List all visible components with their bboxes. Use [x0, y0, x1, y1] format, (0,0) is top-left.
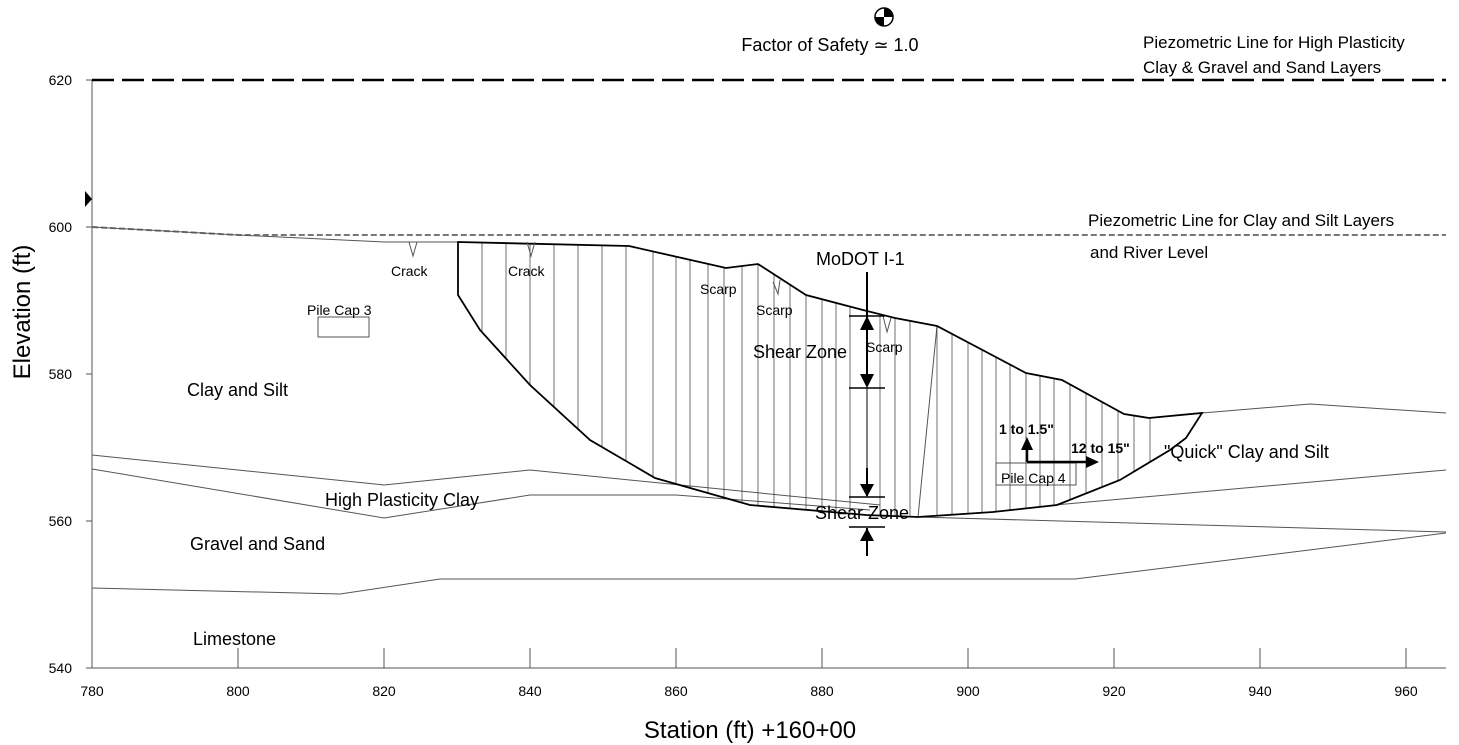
ground-surface-toe	[1201, 403, 1447, 414]
piezometric-label-high-1: Piezometric Line for High Plasticity	[1143, 33, 1405, 52]
modot-boring-label: MoDOT I-1	[816, 249, 905, 269]
vertical-movement-label: 1 to 1.5"	[999, 421, 1054, 437]
horizontal-movement-label: 12 to 15"	[1071, 440, 1130, 456]
pile-cap-3-label: Pile Cap 3	[307, 302, 372, 318]
x-tick-label: 860	[664, 683, 688, 699]
arrow-head-up-icon	[860, 316, 874, 330]
scarp-mark-icon	[772, 279, 781, 296]
y-tick-label: 580	[49, 366, 73, 382]
scarp-label-2: Scarp	[756, 302, 793, 318]
arrow-head-down-icon	[860, 484, 874, 497]
x-tick-label: 920	[1102, 683, 1126, 699]
y-tick-label: 600	[49, 219, 73, 235]
y-axis-title: Elevation (ft)	[9, 245, 36, 380]
layer-label-clay-silt: Clay and Silt	[187, 380, 288, 400]
x-tick-label: 940	[1248, 683, 1272, 699]
ground-surface	[91, 226, 458, 243]
x-tick-label: 780	[80, 683, 104, 699]
x-tick-label: 880	[810, 683, 834, 699]
scarp-mark-icon	[882, 315, 892, 334]
pile-cap-3-box	[317, 316, 370, 338]
x-tick-label: 800	[226, 683, 250, 699]
y-tick-label: 540	[49, 660, 73, 676]
y-tick-label: 620	[49, 72, 73, 88]
x-axis-title: Station (ft) +160+00	[644, 717, 856, 744]
piezometric-label-clay-1: Piezometric Line for Clay and Silt Layer…	[1088, 211, 1394, 230]
water-level-marker-icon	[85, 191, 92, 207]
rotation-center-icon	[874, 7, 894, 27]
piezometric-label-high-2: Clay & Gravel and Sand Layers	[1143, 58, 1381, 77]
slice-lines	[481, 242, 1151, 517]
boundary-quick-clay	[917, 325, 938, 518]
boundary-clay-silt-base-right	[1054, 469, 1447, 506]
x-ticks	[91, 648, 1407, 668]
boundary-gravel-sand-base	[91, 532, 1447, 595]
layer-label-quick-clay: "Quick" Clay and Silt	[1164, 442, 1329, 462]
arrow-head-right-icon	[1086, 456, 1099, 468]
scarp-label-3: Scarp	[866, 339, 903, 355]
shear-zone-label-1: Shear Zone	[753, 342, 847, 362]
y-tick-label: 560	[49, 513, 73, 529]
layer-label-limestone: Limestone	[193, 629, 276, 649]
crack-mark-icon	[408, 241, 418, 258]
x-tick-label: 840	[518, 683, 542, 699]
x-tick-label: 900	[956, 683, 980, 699]
boundary-high-plasticity-base-right	[917, 516, 1447, 533]
crack-label-2: Crack	[508, 263, 546, 279]
factor-of-safety-title: Factor of Safety ≃ 1.0	[741, 35, 918, 55]
arrow-head-up-icon	[1021, 437, 1033, 450]
pile-cap-4-label: Pile Cap 4	[1001, 470, 1066, 486]
x-tick-label: 960	[1394, 683, 1418, 699]
layer-label-high-plasticity: High Plasticity Clay	[325, 490, 479, 510]
slip-surface	[457, 241, 1204, 518]
layer-label-gravel-sand: Gravel and Sand	[190, 534, 325, 554]
piezometric-label-clay-2: and River Level	[1090, 243, 1208, 262]
shear-zone-label-2: Shear Zone	[815, 503, 909, 523]
boundary-clay-silt-base	[91, 454, 881, 506]
crack-label-1: Crack	[391, 263, 429, 279]
arrow-head-down-icon	[860, 374, 874, 388]
y-ticks	[86, 79, 92, 669]
arrow-head-up-icon	[860, 528, 874, 541]
scarp-label-1: Scarp	[700, 281, 737, 297]
boundary-high-plasticity-base	[91, 468, 871, 519]
crack-mark-icon	[526, 241, 536, 258]
x-tick-label: 820	[372, 683, 396, 699]
